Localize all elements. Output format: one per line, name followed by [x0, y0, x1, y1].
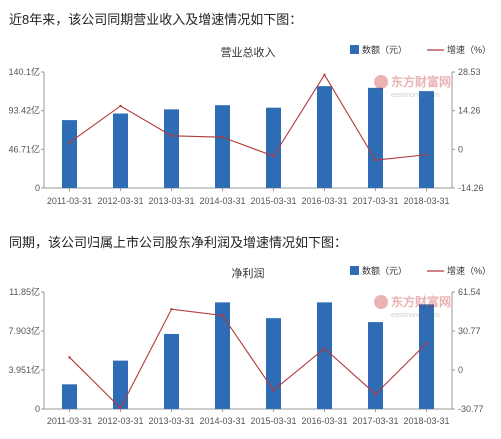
right-tick-label: -30.77	[458, 404, 484, 414]
growth-point	[68, 141, 71, 144]
right-tick-label: 61.54	[458, 287, 481, 297]
left-tick-label: 93.42亿	[8, 105, 40, 116]
bar	[62, 384, 77, 409]
x-tick-label: 2013-03-31	[148, 416, 194, 426]
watermark-domain: eastmoney.com	[391, 312, 440, 319]
bar	[368, 87, 383, 188]
growth-point	[425, 342, 428, 345]
growth-point	[68, 356, 71, 359]
x-tick-label: 2014-03-31	[199, 416, 245, 426]
watermark-brand: 东方财富网	[391, 294, 451, 309]
bar	[266, 318, 281, 409]
x-tick-label: 2015-03-31	[250, 416, 296, 426]
bar	[62, 120, 77, 188]
growth-point	[425, 153, 428, 156]
bar	[317, 302, 332, 409]
legend-bar-label: 数额（元）	[362, 265, 407, 276]
net-profit-chart: 净利润 数额（元） 增速（%） 0 3.951亿 7.903亿 11.85亿 -30.77 0 3…	[8, 265, 491, 426]
revenue-chart: 营业总收入 数额（元） 增速（%） 0 46.71亿 93.42亿 140.1亿 -14.26…	[8, 44, 491, 206]
bar	[215, 105, 230, 188]
bar	[113, 113, 128, 188]
left-tick-label: 0	[35, 183, 40, 193]
growth-line	[69, 73, 427, 161]
growth-point	[323, 347, 326, 350]
bar	[317, 86, 332, 188]
growth-point	[170, 307, 173, 311]
x-tick-label: 2013-03-31	[148, 196, 194, 206]
eastmoney-watermark: 东方财富网 eastmoney.com	[374, 74, 451, 99]
legend-bar-swatch	[350, 266, 359, 275]
legend-bar-swatch	[350, 45, 359, 54]
bar	[419, 304, 434, 409]
growth-point	[374, 392, 377, 396]
x-tick-label: 2012-03-31	[97, 416, 143, 426]
growth-point	[323, 73, 326, 76]
revenue-intro-heading: 近8年来，该公司同期营业收入及增速情况如下图：	[9, 12, 303, 27]
x-tick-label: 2012-03-31	[97, 196, 143, 206]
x-tick-label: 2018-03-31	[403, 416, 449, 426]
x-tick-label: 2017-03-31	[352, 196, 398, 206]
growth-point	[119, 406, 122, 410]
growth-line	[69, 308, 427, 409]
growth-point	[374, 158, 377, 162]
left-tick-label: 3.951亿	[8, 364, 40, 375]
bar	[419, 91, 434, 188]
x-tick-label: 2015-03-31	[250, 196, 296, 206]
right-tick-label: 0	[458, 144, 463, 154]
bar	[164, 109, 179, 188]
right-tick-label: -14.26	[458, 183, 484, 193]
growth-point	[272, 389, 275, 392]
bar	[215, 302, 230, 409]
growth-point	[119, 104, 122, 108]
profit-intro-heading: 同期，该公司归属上市公司股东净利润及增速情况如下图：	[9, 235, 348, 250]
x-tick-label: 2011-03-31	[47, 416, 92, 426]
bar	[164, 333, 179, 409]
left-tick-label: 0	[35, 404, 40, 414]
chart-title: 净利润	[232, 266, 265, 280]
watermark-logo-icon	[374, 75, 388, 89]
growth-point	[221, 135, 224, 139]
growth-point	[170, 134, 173, 137]
left-tick-label: 7.903亿	[8, 325, 40, 336]
left-tick-label: 46.71亿	[8, 143, 40, 154]
watermark-logo-icon	[374, 295, 388, 309]
legend-line-label: 增速（%）	[447, 44, 491, 55]
x-tick-label: 2018-03-31	[403, 196, 449, 206]
growth-point	[221, 314, 224, 317]
watermark-brand: 东方财富网	[391, 74, 451, 89]
right-tick-label: 0	[458, 365, 463, 375]
legend-bar-label: 数额（元）	[362, 44, 407, 55]
eastmoney-watermark: 东方财富网 eastmoney.com	[374, 294, 451, 319]
bar	[266, 107, 281, 188]
left-tick-label: 140.1亿	[8, 66, 40, 77]
right-tick-label: 14.26	[458, 106, 481, 116]
bar	[113, 360, 128, 409]
right-tick-label: 30.77	[458, 326, 481, 336]
x-tick-label: 2016-03-31	[301, 416, 347, 426]
x-tick-label: 2014-03-31	[199, 196, 245, 206]
legend-line-label: 增速（%）	[447, 265, 491, 276]
x-tick-label: 2017-03-31	[352, 416, 398, 426]
watermark-domain: eastmoney.com	[391, 92, 440, 99]
right-tick-label: 28.53	[458, 67, 481, 77]
x-tick-label: 2011-03-31	[47, 196, 92, 206]
growth-point	[272, 154, 275, 158]
chart-title: 营业总收入	[221, 45, 276, 59]
x-tick-label: 2016-03-31	[301, 196, 347, 206]
bar	[368, 322, 383, 409]
left-tick-label: 11.85亿	[9, 286, 40, 297]
